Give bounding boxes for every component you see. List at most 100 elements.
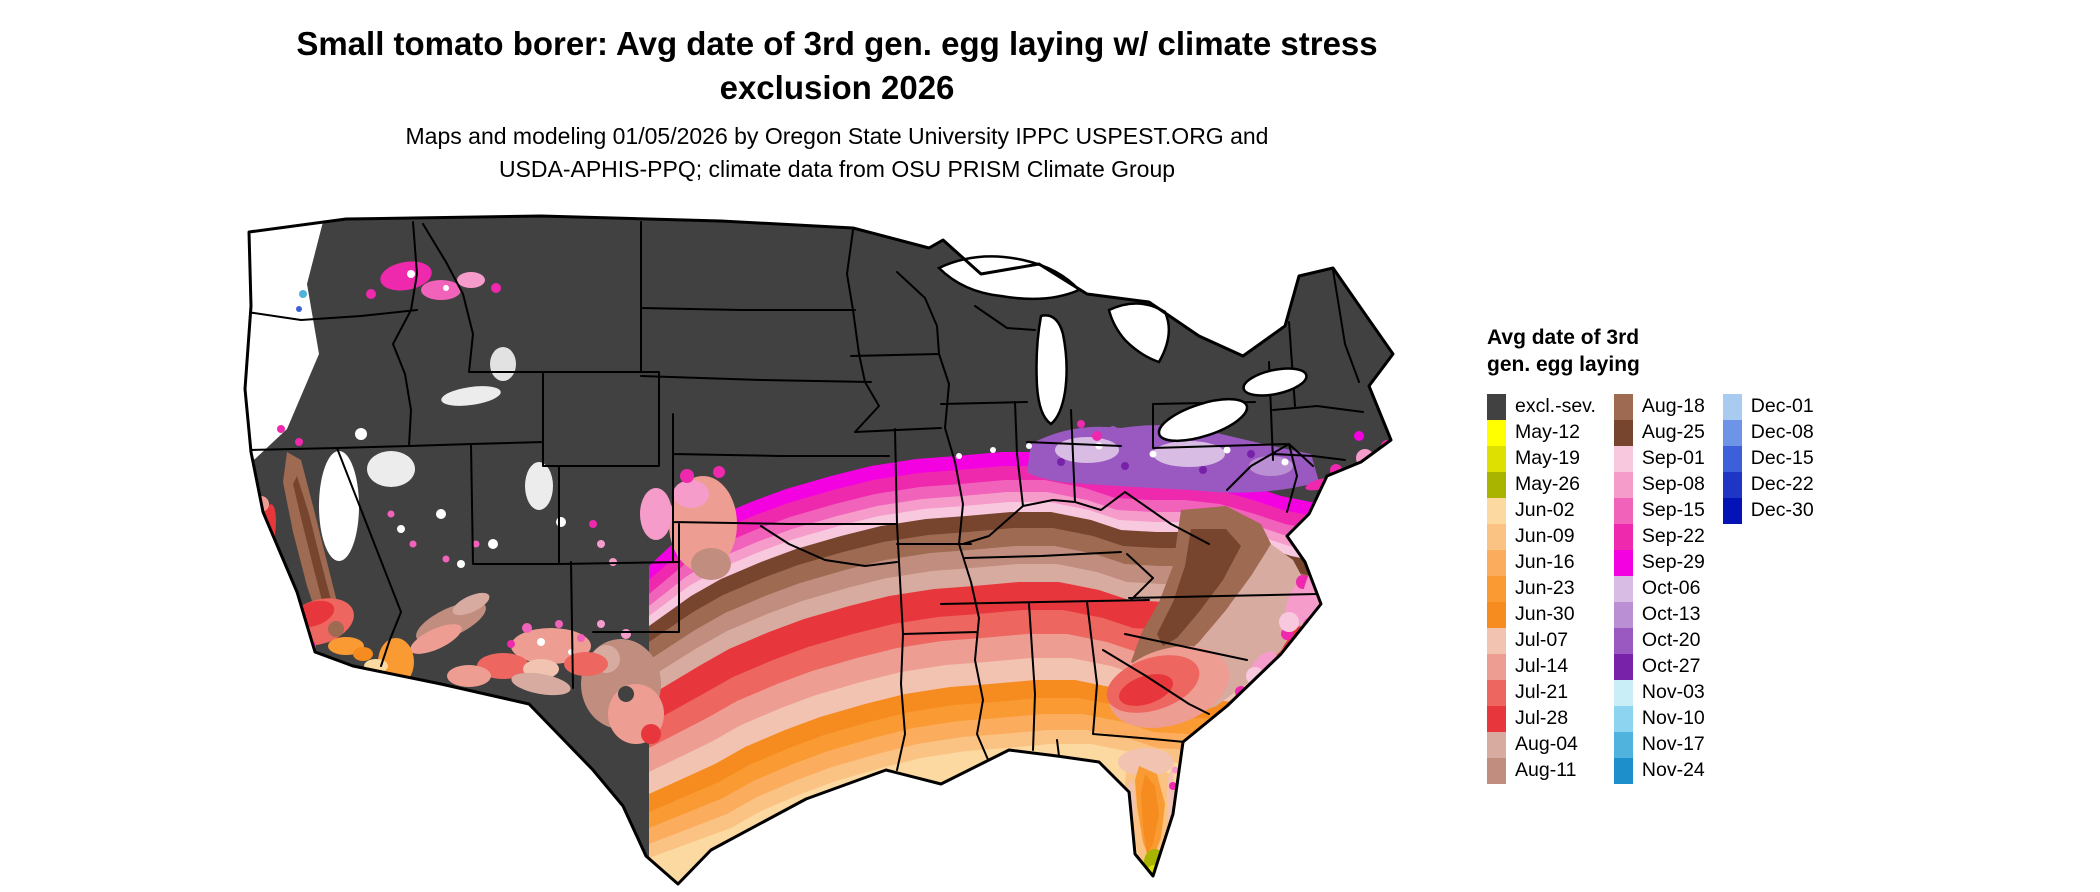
legend-swatch [1613, 627, 1633, 654]
map-region-florida [1118, 748, 1179, 884]
legend-label: Jul-21 [1515, 681, 1569, 704]
legend-label: Sep-15 [1641, 499, 1705, 522]
legend-entry: Dec-30 [1722, 497, 1814, 524]
legend-label: Dec-08 [1750, 421, 1814, 444]
legend-entry: Jun-16 [1487, 549, 1596, 576]
legend-title: Avg date of 3rd gen. egg laying [1487, 326, 1640, 377]
legend-swatch [1722, 445, 1742, 472]
legend-swatch [1613, 731, 1633, 758]
lake-michigan [1035, 314, 1068, 426]
legend-entry: Jun-09 [1487, 523, 1596, 550]
lake-erie [1157, 397, 1249, 443]
legend-entry: Dec-08 [1722, 419, 1814, 446]
legend-entry: Jun-23 [1487, 575, 1596, 602]
legend-swatch [1487, 549, 1506, 576]
legend-entry: May-19 [1487, 445, 1596, 472]
page-title: Small tomato borer: Avg date of 3rd gen.… [296, 25, 1378, 106]
legend-entry: Nov-17 [1613, 731, 1705, 758]
legend-entry: May-12 [1487, 419, 1596, 446]
legend-entry: Jul-21 [1487, 679, 1596, 706]
legend-entry: Aug-25 [1613, 419, 1705, 446]
legend-columns: excl.-sev. May-12 May-19 May-26 Jun-02 Jun-09… [1487, 393, 1814, 784]
legend-swatch [1487, 601, 1506, 628]
legend-entry: Aug-04 [1487, 731, 1596, 758]
legend-entry: Sep-29 [1613, 549, 1705, 576]
legend-label: Nov-03 [1641, 681, 1705, 704]
legend-label: Jun-02 [1515, 499, 1575, 522]
legend-label: Jun-16 [1515, 551, 1575, 574]
map-region-southeast [1106, 506, 1325, 728]
legend-label: Dec-30 [1750, 499, 1814, 522]
us-choropleth-map [241, 214, 1433, 886]
legend-label: Oct-20 [1641, 629, 1701, 652]
legend-swatch [1613, 445, 1633, 472]
legend-label: Aug-25 [1641, 421, 1705, 444]
legend-swatch [1487, 393, 1506, 420]
legend-swatch [1613, 705, 1633, 732]
legend-label: Nov-17 [1641, 733, 1705, 756]
legend-label: Dec-22 [1750, 473, 1814, 496]
legend-entry: Sep-01 [1613, 445, 1705, 472]
legend-label: May-19 [1515, 447, 1581, 470]
lake-ontario [1242, 367, 1308, 397]
legend-swatch [1487, 445, 1506, 472]
legend-entry: Nov-24 [1613, 757, 1705, 784]
legend-label: Oct-06 [1641, 577, 1701, 600]
legend-swatch [1722, 419, 1742, 446]
legend-label: May-12 [1515, 421, 1581, 444]
legend-entry: May-26 [1487, 471, 1596, 498]
legend-label: Aug-11 [1515, 759, 1577, 782]
us-map-svg [243, 214, 1395, 886]
legend-label: Jul-14 [1515, 655, 1569, 678]
legend-entry: Oct-06 [1613, 575, 1705, 602]
legend-swatch [1613, 679, 1633, 706]
legend-entry: Nov-03 [1613, 679, 1705, 706]
legend-entry: Aug-11 [1487, 757, 1596, 784]
map-fill-layers [245, 216, 1393, 884]
legend-label: May-26 [1515, 473, 1581, 496]
us-outline [243, 214, 1395, 886]
legend-label: Jun-23 [1515, 577, 1575, 600]
legend-entry: Jun-02 [1487, 497, 1596, 524]
legend-swatch [1613, 393, 1633, 420]
legend-label: Sep-29 [1641, 551, 1705, 574]
legend-entry: Oct-20 [1613, 627, 1705, 654]
legend-label: Oct-27 [1641, 655, 1701, 678]
legend-swatch [1613, 497, 1633, 524]
legend-label: Dec-15 [1750, 447, 1814, 470]
legend-label: Jun-09 [1515, 525, 1575, 548]
legend-entry: Jul-07 [1487, 627, 1596, 654]
legend-label: Nov-24 [1641, 759, 1705, 782]
legend-swatch [1487, 757, 1506, 784]
legend-label: excl.-sev. [1515, 395, 1596, 418]
state-borders [246, 221, 1364, 771]
page-subtitle: Maps and modeling 01/05/2026 by Oregon S… [405, 123, 1269, 182]
legend-label: Dec-01 [1750, 395, 1814, 418]
legend-swatch [1487, 627, 1506, 654]
legend-swatch [1487, 679, 1506, 706]
legend-entry: Sep-15 [1613, 497, 1705, 524]
legend-swatch [1722, 497, 1742, 524]
legend-swatch [1613, 757, 1633, 784]
legend-swatch [1722, 393, 1742, 420]
legend-swatch [1613, 575, 1633, 602]
legend-swatch [1613, 419, 1633, 446]
legend-entry: Sep-08 [1613, 471, 1705, 498]
map-region-october-purple [956, 420, 1319, 493]
legend-entry: Dec-22 [1722, 471, 1814, 498]
legend-label: Jul-28 [1515, 707, 1569, 730]
map-legend: Avg date of 3rd gen. egg laying excl.-se… [1487, 324, 1814, 784]
legend-entry: excl.-sev. [1487, 393, 1596, 420]
legend-label: Aug-04 [1515, 733, 1578, 756]
legend-entry: Aug-18 [1613, 393, 1705, 420]
legend-swatch [1487, 419, 1506, 446]
legend-label: Jun-30 [1515, 603, 1575, 626]
legend-column: Dec-01 Dec-08 Dec-15 Dec-22 Dec-30 [1722, 393, 1814, 524]
legend-label: Jul-07 [1515, 629, 1569, 652]
legend-entry: Jun-30 [1487, 601, 1596, 628]
legend-label: Nov-10 [1641, 707, 1705, 730]
legend-swatch [1487, 705, 1506, 732]
legend-swatch [1613, 653, 1633, 680]
legend-entry: Jul-28 [1487, 705, 1596, 732]
